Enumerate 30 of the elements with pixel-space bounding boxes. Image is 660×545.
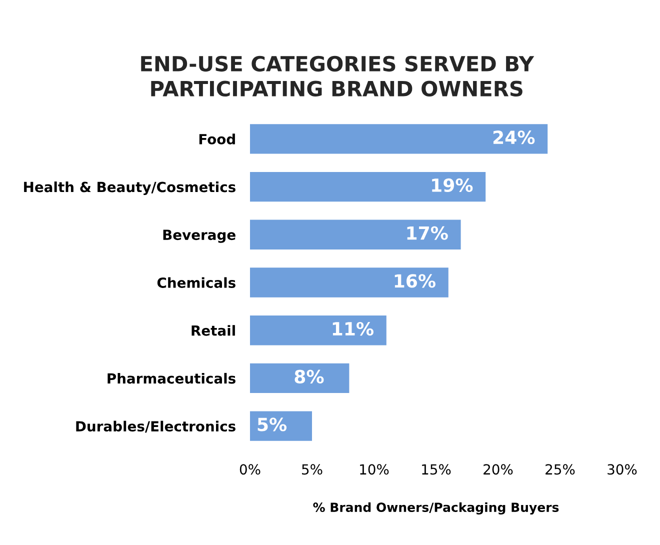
chart-title: END-USE CATEGORIES SERVED BY PARTICIPATING BRAND OWNERS: [141, 56, 534, 96]
data-label: 5%: [258, 418, 287, 432]
bar: [250, 411, 312, 441]
data-label: 24%: [493, 130, 535, 144]
x-axis-title: % Brand Owners/Packaging Buyers: [313, 502, 559, 515]
bar: [250, 220, 461, 250]
x-tick-label: 15%: [422, 464, 451, 475]
x-tick-label: 5%: [302, 464, 322, 475]
y-tick-label: Retail: [192, 325, 235, 336]
y-tick-label: Beverage: [163, 230, 236, 243]
x-tick-label: 30%: [608, 464, 637, 475]
data-label: 11%: [332, 322, 374, 336]
y-tick-label: Food: [199, 134, 235, 144]
bar: [250, 316, 386, 346]
data-label: 17%: [407, 226, 448, 240]
x-tick-label: 0%: [240, 464, 260, 475]
data-label: 16%: [394, 274, 436, 288]
bar: [250, 124, 548, 154]
bar: [250, 363, 350, 394]
y-tick-label: Health & Beauty/Cosmetics: [24, 182, 236, 196]
bar: [250, 268, 448, 298]
data-label: 8%: [294, 370, 324, 384]
y-tick-label: Chemicals: [157, 277, 236, 288]
data-label: 19%: [432, 178, 473, 192]
x-tick-label: 25%: [546, 464, 575, 475]
x-tick-label: 10%: [360, 464, 389, 475]
bar: [250, 172, 486, 202]
y-tick-label: Durables/Electronics: [76, 420, 236, 433]
y-tick-label: Pharmaceuticals: [108, 372, 236, 384]
x-tick-label: 20%: [484, 464, 513, 475]
